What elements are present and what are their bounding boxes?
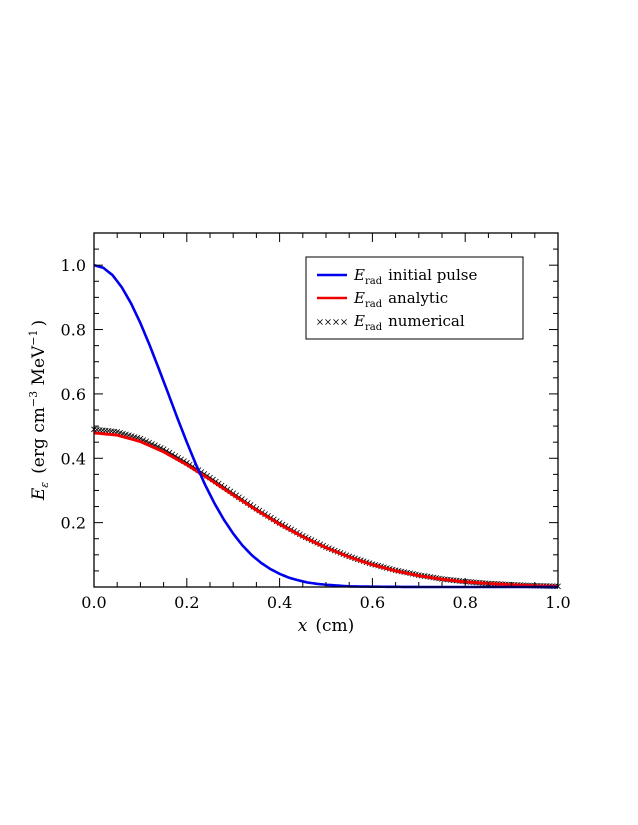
y-axis-unit-exp2: −1 xyxy=(27,329,40,345)
x-tick-label: 0.2 xyxy=(174,593,199,612)
y-axis-label: Eε (erg cm−3 MeV−1) xyxy=(27,320,51,501)
y-tick-label: 0.8 xyxy=(61,321,86,340)
x-tick-label: 0.4 xyxy=(267,593,292,612)
y-tick-label: 0.2 xyxy=(61,514,86,533)
y-tick-label: 0.4 xyxy=(61,449,86,468)
y-axis-unit-b: MeV xyxy=(29,345,49,391)
legend-entry-initial-pulse: Erad initial pulse xyxy=(317,266,477,287)
legend-marker xyxy=(325,319,331,325)
legend-label-analytic: Erad analytic xyxy=(353,289,448,310)
legend-entry-numerical: Erad numerical xyxy=(317,312,465,333)
y-axis-unit-c: ) xyxy=(29,320,49,327)
x-tick-label: 0.6 xyxy=(360,593,385,612)
legend: Erad initial pulse Erad analytic Erad numer… xyxy=(305,256,524,340)
legend-marker xyxy=(341,319,347,325)
legend-entry-analytic: Erad analytic xyxy=(317,289,448,310)
legend-swatch-numerical xyxy=(317,319,347,325)
legend-label-initial-pulse: Erad initial pulse xyxy=(353,266,477,287)
legend-marker xyxy=(333,319,339,325)
x-axis-variable: x xyxy=(298,616,308,636)
y-tick-label: 0.6 xyxy=(61,385,86,404)
plot-frame xyxy=(93,232,559,588)
y-axis-unit-exp1: −3 xyxy=(27,391,40,407)
y-axis-unit-a: (erg cm xyxy=(29,407,49,474)
y-axis-subscript: ε xyxy=(38,482,51,488)
y-axis-variable: E xyxy=(29,487,49,501)
x-axis-label: x (cm) xyxy=(298,616,355,636)
legend-marker xyxy=(317,319,323,325)
x-tick-label: 1.0 xyxy=(545,593,570,612)
x-axis-unit: (cm) xyxy=(315,616,354,636)
x-tick-label: 0.0 xyxy=(81,593,106,612)
series-analytic-line xyxy=(93,431,559,588)
x-tick-label: 0.8 xyxy=(452,593,477,612)
legend-label-numerical: Erad numerical xyxy=(353,312,465,333)
y-tick-label: 1.0 xyxy=(61,256,86,275)
tick-labels: 0.0 0.2 0.4 0.6 0.8 1.0 0.2 0.4 0.6 0.8 1.0 xyxy=(61,256,571,612)
